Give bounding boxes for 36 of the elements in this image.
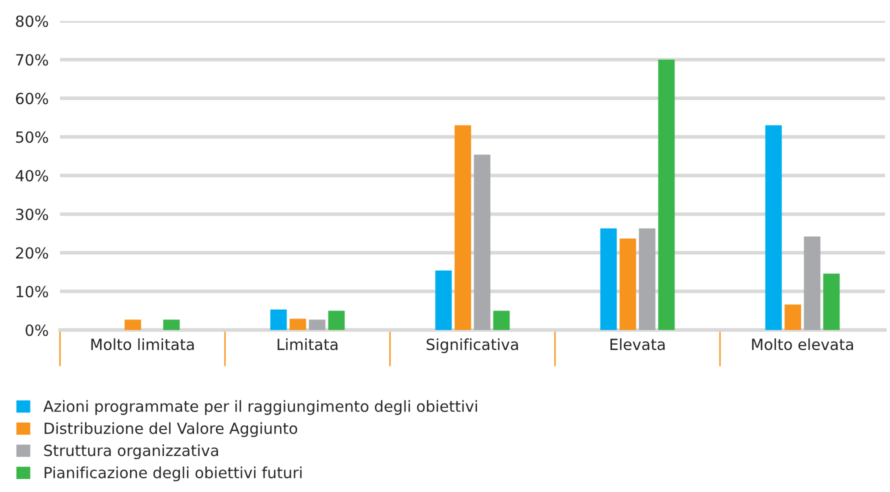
- bar: [290, 318, 306, 330]
- bar: [163, 320, 180, 330]
- bar: [638, 228, 656, 330]
- legend-label: Struttura organizzativa: [44, 444, 218, 460]
- bar: [620, 238, 636, 330]
- bar: [658, 60, 675, 330]
- x-tick-label: Significativa: [426, 338, 518, 354]
- y-tick-label: 80%: [16, 15, 48, 28]
- legend-label: Azioni programmate per il raggiungimento degli obiettivi: [43, 400, 477, 415]
- bar: [454, 125, 472, 330]
- bar: [124, 320, 142, 330]
- bar: [435, 270, 452, 330]
- bar: [474, 154, 490, 330]
- legend-label: Distribuzione del Valore Aggiunto: [44, 422, 298, 438]
- bar: [493, 310, 510, 330]
- legend-label: Pianificazione degli obiettivi futuri: [44, 466, 302, 482]
- y-tick-label: 10%: [16, 286, 48, 298]
- x-tick-label: Molto elevata: [752, 338, 853, 350]
- bar: [328, 310, 345, 330]
- bar: [270, 310, 287, 330]
- bar: [823, 274, 840, 330]
- y-tick-label: 40%: [16, 170, 48, 182]
- bar: [765, 125, 782, 330]
- y-tick-label: 30%: [16, 208, 48, 220]
- x-tick-label: Limitata: [278, 338, 338, 350]
- x-tick-label: Elevata: [610, 338, 665, 350]
- y-tick-label: 70%: [16, 54, 48, 66]
- bar: [804, 236, 820, 330]
- x-tick-label: Molto limitata: [91, 338, 194, 350]
- y-tick-label: 60%: [16, 92, 48, 104]
- y-tick-label: 20%: [16, 247, 48, 259]
- y-tick-label: 50%: [16, 131, 48, 143]
- bar: [784, 304, 802, 330]
- y-tick-label: 0%: [26, 324, 48, 336]
- bar: [600, 228, 617, 330]
- bar: [308, 320, 326, 330]
